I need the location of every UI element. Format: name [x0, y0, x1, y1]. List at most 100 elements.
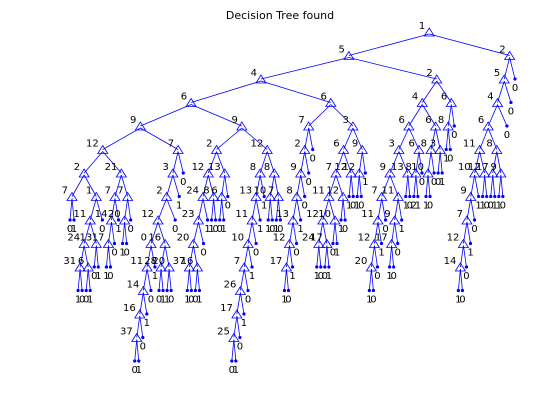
leaf-node-marker	[209, 218, 214, 222]
node-label: 12	[306, 209, 319, 220]
leaf-node-marker	[214, 218, 218, 222]
leaf-node-marker	[92, 265, 96, 269]
node-label: 6	[320, 92, 326, 103]
leaf-label: 1	[144, 318, 150, 329]
node-label: 0	[141, 233, 147, 244]
leaf-node-marker	[404, 194, 408, 199]
tree-edge	[69, 198, 73, 221]
tree-edge	[186, 268, 190, 291]
decision-node-marker	[487, 168, 499, 178]
decision-node-marker	[345, 168, 357, 178]
leaf-label: 0	[374, 271, 380, 282]
node-label: 1	[419, 21, 425, 32]
tree-edge	[484, 174, 488, 197]
tree-edge	[197, 268, 200, 291]
tree-edge	[316, 245, 320, 268]
decision-node-marker	[317, 215, 329, 225]
leaf-node-marker	[153, 265, 157, 269]
tree-edge	[71, 198, 75, 221]
decision-node-marker	[376, 191, 388, 201]
leaf-node-marker	[448, 147, 452, 152]
leaf-node-marker	[201, 241, 206, 246]
tree-edge	[213, 198, 217, 221]
leaf-label: 0	[407, 201, 413, 212]
leaf-node-marker	[497, 194, 501, 199]
leaf-label: 0	[488, 201, 494, 212]
decision-node-marker	[323, 191, 335, 201]
decision-node-marker	[187, 238, 200, 248]
node-label: 10	[411, 162, 424, 173]
node-label: 16	[148, 233, 161, 244]
leaf-node-marker	[290, 265, 295, 269]
tree-edge	[318, 245, 322, 268]
leaf-label: 1	[479, 201, 485, 212]
leaf-label: 1	[475, 201, 481, 212]
tree-edge	[474, 174, 479, 197]
decision-node-marker	[90, 191, 103, 201]
leaf-label: 1	[241, 318, 247, 329]
leaf-label: 0	[212, 224, 218, 235]
leaf-node-marker	[72, 218, 76, 222]
tree-edge	[335, 151, 344, 174]
leaf-label: 0	[107, 271, 113, 282]
tree-edge	[108, 245, 111, 268]
decision-node-marker	[330, 168, 342, 178]
node-label: 8	[203, 186, 209, 197]
tree-edge	[497, 80, 505, 103]
leaf-label: 1	[403, 201, 409, 212]
leaf-label: 0	[83, 295, 89, 306]
leaf-node-marker	[218, 218, 222, 222]
node-label: 11	[312, 186, 325, 197]
tree-edge	[503, 57, 511, 80]
tree-edge	[370, 268, 374, 291]
leaf-label: 0	[471, 224, 477, 235]
tree-edge	[198, 198, 204, 221]
node-label: 13	[391, 162, 404, 173]
decision-node-marker	[445, 97, 458, 107]
decision-node-marker	[134, 309, 146, 319]
node-label: 10	[231, 233, 244, 244]
leaf-label: 0	[500, 201, 506, 212]
leaf-node-marker	[432, 171, 436, 175]
tree-edge	[216, 151, 226, 174]
leaf-node-marker	[230, 359, 234, 363]
decision-node-marker	[416, 97, 428, 107]
node-label: 23	[182, 209, 195, 220]
tree-edge	[191, 80, 262, 103]
leaf-node-marker	[76, 288, 80, 293]
decision-node-marker	[145, 238, 157, 248]
node-label: 2	[74, 162, 80, 173]
tree-edge	[358, 174, 362, 197]
decision-node-marker	[329, 215, 341, 225]
node-label: 28	[144, 256, 157, 267]
leaf-label: 0	[140, 342, 146, 353]
decision-node-marker	[384, 168, 396, 178]
leaf-node-marker	[96, 265, 100, 269]
leaf-label: 0	[148, 295, 154, 306]
tree-edge	[146, 268, 152, 291]
decision-node-marker	[84, 215, 96, 225]
tree-edge	[374, 245, 378, 268]
leaf-node-marker	[88, 288, 92, 293]
decision-node-marker	[337, 191, 349, 201]
tree-edge	[439, 151, 443, 174]
node-label: 24	[186, 186, 199, 197]
node-label: 2	[426, 68, 432, 79]
leaf-label: 0	[382, 224, 388, 235]
decision-node-marker	[202, 168, 215, 178]
tree-edge	[157, 221, 166, 244]
decision-node-marker	[495, 168, 507, 178]
tree-edge	[466, 221, 471, 244]
leaf-node-marker	[177, 194, 181, 199]
tree-edge	[348, 33, 430, 56]
leaf-label: 0	[180, 177, 186, 188]
leaf-label: 0	[370, 295, 376, 306]
decision-node-marker	[465, 191, 477, 201]
leaf-node-marker	[274, 218, 278, 222]
node-label: 12	[192, 162, 205, 173]
leaf-label: 0	[451, 130, 457, 141]
node-label: 20	[108, 209, 121, 220]
tree-edge	[251, 221, 257, 244]
node-label: 13	[80, 233, 93, 244]
node-label: 13	[239, 186, 252, 197]
